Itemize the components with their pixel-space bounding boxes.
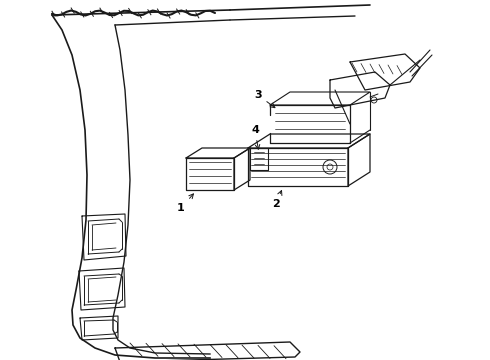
Text: 4: 4 [251,125,260,149]
Text: 2: 2 [272,190,282,209]
Text: 1: 1 [177,194,194,213]
Text: 3: 3 [254,90,275,108]
